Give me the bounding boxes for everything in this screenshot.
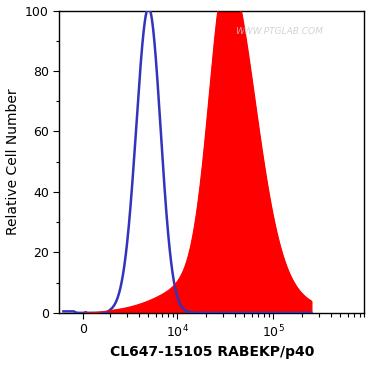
X-axis label: CL647-15105 RABEKP/p40: CL647-15105 RABEKP/p40 [110, 345, 314, 360]
Text: WWW.PTGLAB.COM: WWW.PTGLAB.COM [235, 27, 323, 36]
Y-axis label: Relative Cell Number: Relative Cell Number [6, 88, 20, 235]
